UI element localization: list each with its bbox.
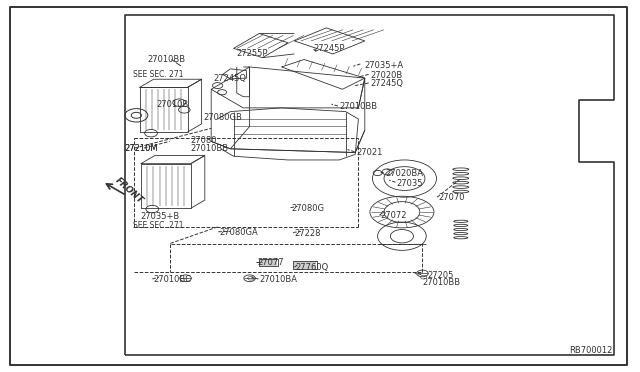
Text: 27035+A: 27035+A <box>365 61 404 70</box>
Text: 27020BA: 27020BA <box>385 169 423 178</box>
Text: 27010BB: 27010BB <box>147 55 186 64</box>
Text: 27255P: 27255P <box>237 49 268 58</box>
Text: 27245Q: 27245Q <box>370 79 403 88</box>
Text: 27035+B: 27035+B <box>141 212 180 221</box>
Text: 27210M: 27210M <box>125 144 159 153</box>
Text: 27080GB: 27080GB <box>204 113 243 122</box>
Text: 27080: 27080 <box>191 136 217 145</box>
Text: 27205: 27205 <box>428 271 454 280</box>
Text: 27210M: 27210M <box>125 144 159 153</box>
Text: 27072: 27072 <box>381 211 407 220</box>
Text: 27010B: 27010B <box>157 100 189 109</box>
Text: RB700012: RB700012 <box>570 346 613 355</box>
Text: 27245P: 27245P <box>314 44 345 53</box>
Text: 27760Q: 27760Q <box>296 263 329 272</box>
Text: FRONT: FRONT <box>114 176 145 206</box>
Text: 27077: 27077 <box>257 258 284 267</box>
Text: 27080GA: 27080GA <box>220 228 259 237</box>
Text: 27245Q: 27245Q <box>213 74 246 83</box>
Text: 27021: 27021 <box>356 148 383 157</box>
Text: 27010BC: 27010BC <box>154 275 191 284</box>
Text: SEE SEC. 271: SEE SEC. 271 <box>133 221 184 230</box>
Text: 27228: 27228 <box>294 229 321 238</box>
Text: 27010BB: 27010BB <box>339 102 378 110</box>
Text: 27080G: 27080G <box>292 204 325 213</box>
Text: 27070: 27070 <box>438 193 465 202</box>
Text: 27035: 27035 <box>397 179 423 187</box>
Text: 27010BB: 27010BB <box>191 144 229 153</box>
Text: SEE SEC. 271: SEE SEC. 271 <box>133 70 184 79</box>
Text: 27020B: 27020B <box>370 71 402 80</box>
Text: 27010BB: 27010BB <box>422 278 461 287</box>
Text: 27010BA: 27010BA <box>260 275 298 284</box>
